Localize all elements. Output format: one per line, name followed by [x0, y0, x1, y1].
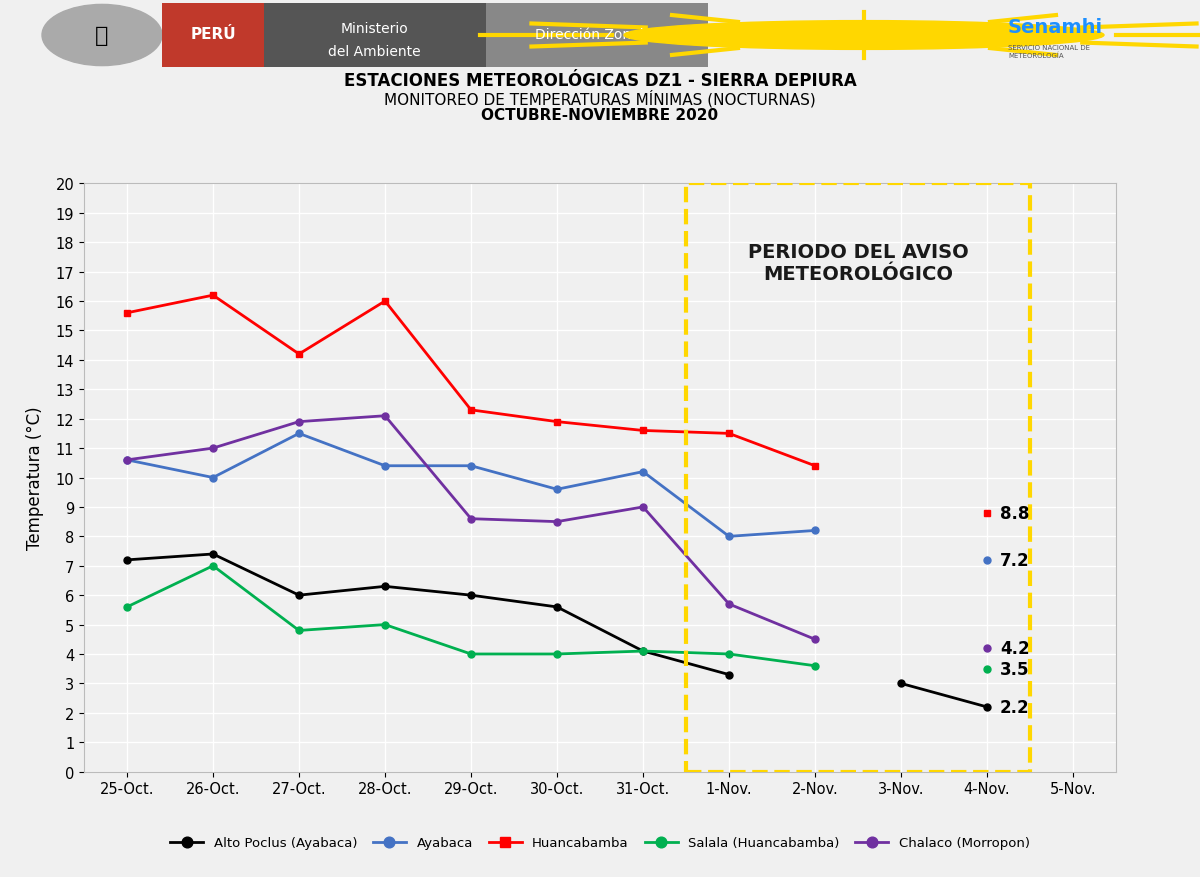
Ellipse shape: [42, 5, 162, 67]
Legend: Alto Poclus (Ayabaca), Ayabaca, Huancabamba, Salala (Huancabamba), Chalaco (Morr: Alto Poclus (Ayabaca), Ayabaca, Huancaba…: [164, 831, 1036, 855]
Text: 7.2: 7.2: [1000, 552, 1030, 569]
Y-axis label: Temperatura (°C): Temperatura (°C): [26, 406, 44, 550]
FancyBboxPatch shape: [486, 4, 708, 68]
Text: 3.5: 3.5: [1000, 660, 1030, 678]
Bar: [686, 184, 1030, 772]
Text: del Ambiente: del Ambiente: [328, 45, 421, 59]
Text: 🏛: 🏛: [95, 26, 109, 46]
Text: ESTACIONES METEOROLÓGICAS DZ1 - SIERRA DEPIURA: ESTACIONES METEOROLÓGICAS DZ1 - SIERRA D…: [343, 72, 857, 89]
Text: 4.2: 4.2: [1000, 639, 1030, 658]
Text: MONITOREO DE TEMPERATURAS MÍNIMAS (NOCTURNAS): MONITOREO DE TEMPERATURAS MÍNIMAS (NOCTU…: [384, 89, 816, 107]
Text: SERVICIO NACIONAL DE
METEOROLOGÍA: SERVICIO NACIONAL DE METEOROLOGÍA: [1008, 45, 1090, 59]
Text: Senamhi: Senamhi: [1008, 18, 1103, 37]
FancyBboxPatch shape: [264, 4, 486, 68]
Text: 2.2: 2.2: [1000, 698, 1030, 717]
FancyBboxPatch shape: [162, 4, 264, 68]
Circle shape: [624, 22, 1104, 50]
Text: Dirección Zonal 1: Dirección Zonal 1: [535, 27, 658, 41]
Text: PERÚ: PERÚ: [191, 27, 236, 42]
Text: 8.8: 8.8: [1000, 504, 1030, 522]
Text: OCTUBRE-NOVIEMBRE 2020: OCTUBRE-NOVIEMBRE 2020: [481, 108, 719, 124]
Text: PERIODO DEL AVISO
METEOROLÓGICO: PERIODO DEL AVISO METEOROLÓGICO: [748, 243, 968, 284]
Text: Ministerio: Ministerio: [341, 22, 408, 36]
